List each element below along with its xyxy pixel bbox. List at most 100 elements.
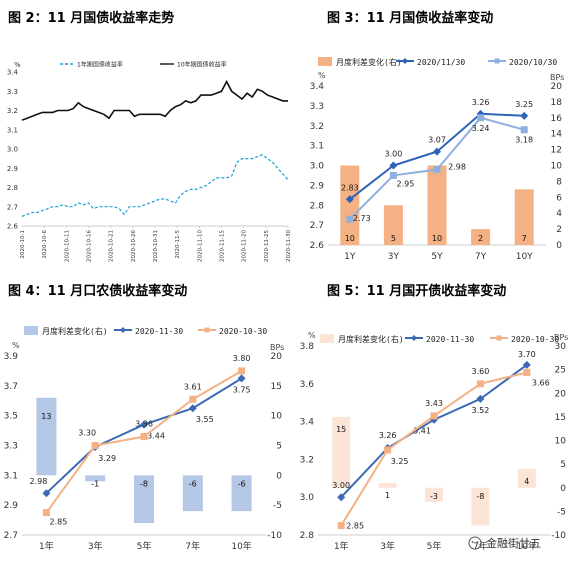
fig5-x-tick: 10年 [517, 540, 537, 552]
fig3-point [389, 161, 398, 170]
fig4-y-tick: 3.5 [4, 412, 18, 422]
fig5-bar [517, 468, 536, 488]
fig3-point-label: 3.00 [384, 150, 402, 159]
fig4-point-label: 3.75 [233, 385, 251, 394]
fig4-y-tick: 3.9 [4, 352, 19, 362]
fig3-point [345, 195, 354, 204]
fig3-y2-tick: 8 [556, 177, 562, 187]
fig3-point-label: 2.73 [353, 214, 371, 223]
wechat-icon-eye-right [476, 541, 479, 543]
fig5-point-label: 3.41 [413, 427, 431, 436]
fig4-point-label: 3.80 [233, 354, 251, 363]
fig3-bar [383, 205, 403, 245]
fig4-y-tick: 3.7 [4, 382, 18, 392]
fig4-legend-marker [120, 327, 126, 333]
fig3-y-tick: 2.7 [310, 221, 324, 231]
fig3-y2-tick: 6 [556, 193, 562, 203]
fig5-point [476, 394, 485, 403]
fig4-y2-tick: 15 [271, 382, 282, 392]
fig3-legend-label: 2020/10/30 [509, 58, 557, 67]
fig3-bar [471, 229, 491, 245]
fig4-bar-label: -6 [189, 479, 197, 488]
fig3-y-unit: % [318, 71, 326, 80]
fig4-legend-bar-swatch [24, 326, 38, 335]
fig2-series-1y-line [21, 154, 289, 217]
fig5-y-tick: 2.8 [300, 531, 315, 541]
fig2-y-tick: 2.8 [7, 184, 18, 192]
fig2-y-tick: 2.9 [7, 165, 18, 173]
fig5-bar [425, 487, 443, 502]
fig4-x-tick: 3年 [88, 540, 103, 552]
fig4-bar [85, 475, 106, 482]
wechat-icon-eye-left [471, 541, 474, 543]
fig4-y-tick: 3.3 [4, 442, 18, 452]
fig3-y2-tick: 18 [551, 98, 563, 108]
fig4-point [238, 367, 246, 375]
fig2-y-tick: 3.1 [7, 126, 18, 134]
fig2-x-tick: 2020-10-21 [109, 230, 115, 262]
fig2-y-unit: % [14, 61, 21, 69]
fig2-y-tick: 3.0 [7, 146, 18, 154]
fig4-point-label: 3.55 [196, 415, 214, 424]
fig4-point [42, 489, 51, 498]
fig3-point-label: 3.25 [515, 100, 533, 109]
fig5-y-tick: 3.2 [300, 455, 314, 465]
fig4-legend-marker [204, 327, 210, 333]
fig4-y2-tick: -10 [267, 531, 282, 541]
fig4-bar [182, 475, 203, 512]
fig4-point-label: 2.98 [29, 477, 47, 486]
fig3-y-tick: 3.0 [310, 162, 325, 172]
fig2-y-tick: 2.6 [7, 223, 19, 231]
fig3-point [433, 147, 441, 156]
fig3-point-label: 2.95 [396, 179, 414, 188]
fig4-legend-label: 2020-10-30 [219, 327, 267, 336]
fig3-legend-marker [402, 58, 408, 64]
fig4-point-label: 3.36 [135, 420, 153, 429]
fig4-y-tick: 2.9 [4, 501, 19, 511]
fig5-bar-label: 1 [385, 491, 390, 500]
fig3-bar [340, 165, 360, 245]
fig3-title: 图 3：11 月国债收益率变动 [327, 10, 493, 26]
fig3-point-label: 3.07 [428, 136, 446, 145]
fig3-point [477, 114, 485, 122]
fig2-x-tick: 2020-10-16 [87, 230, 93, 262]
fig4-point-label: 3.29 [98, 454, 116, 463]
fig3-point [433, 165, 441, 173]
fig4-y2-tick: 5 [276, 442, 282, 452]
fig2-x-tick: 2020-10-31 [153, 230, 159, 262]
fig2-legend-label: 1年期国债收益率 [77, 61, 123, 69]
fig5-y-tick: 3.6 [300, 380, 315, 390]
fig3-legend-bar-swatch [318, 57, 332, 66]
fig5-point [384, 446, 392, 454]
fig3-x-tick: 1Y [344, 252, 356, 262]
watermark: 金融街廿五 [468, 536, 541, 550]
fig5-bar [332, 416, 351, 488]
fig5-legend-label: 2020-10-30 [511, 335, 559, 344]
fig5-point-label: 3.00 [332, 481, 350, 490]
fig4-y2-unit: BPs [270, 343, 284, 352]
fig3-point-label: 3.24 [472, 124, 490, 133]
fig5-y2-unit: BPs [554, 333, 568, 342]
fig5-y-tick: 3.0 [300, 493, 315, 503]
fig5-line-oct [340, 371, 528, 527]
fig5-bar-label: 15 [336, 425, 346, 434]
fig3-y2-unit: BPs [550, 73, 564, 82]
fig3-y-tick: 2.8 [310, 201, 325, 211]
fig3-x-tick: 7Y [475, 252, 487, 262]
fig4-x-tick: 1年 [39, 540, 54, 552]
fig3-y2-tick: 16 [551, 114, 563, 124]
fig2-x-tick: 2020-11-15 [220, 230, 226, 262]
fig5-point [523, 368, 531, 376]
fig5-bar-label: -3 [430, 492, 438, 501]
fig3-chart: % BPs3.43.33.23.13.02.92.82.72.6201816141… [310, 57, 564, 262]
fig2-x-tick: 2020-11-25 [264, 230, 270, 262]
fig5-line-nov [340, 364, 528, 498]
fig3-bar-label: 10 [432, 234, 442, 243]
wechat-icon [468, 536, 482, 550]
fig5-y2-tick: 30 [555, 342, 567, 352]
fig5-legend-marker [411, 335, 417, 341]
fig3-point [520, 126, 528, 134]
fig5-point-label: 3.43 [425, 399, 443, 408]
fig2-y-tick: 2.7 [7, 203, 18, 211]
